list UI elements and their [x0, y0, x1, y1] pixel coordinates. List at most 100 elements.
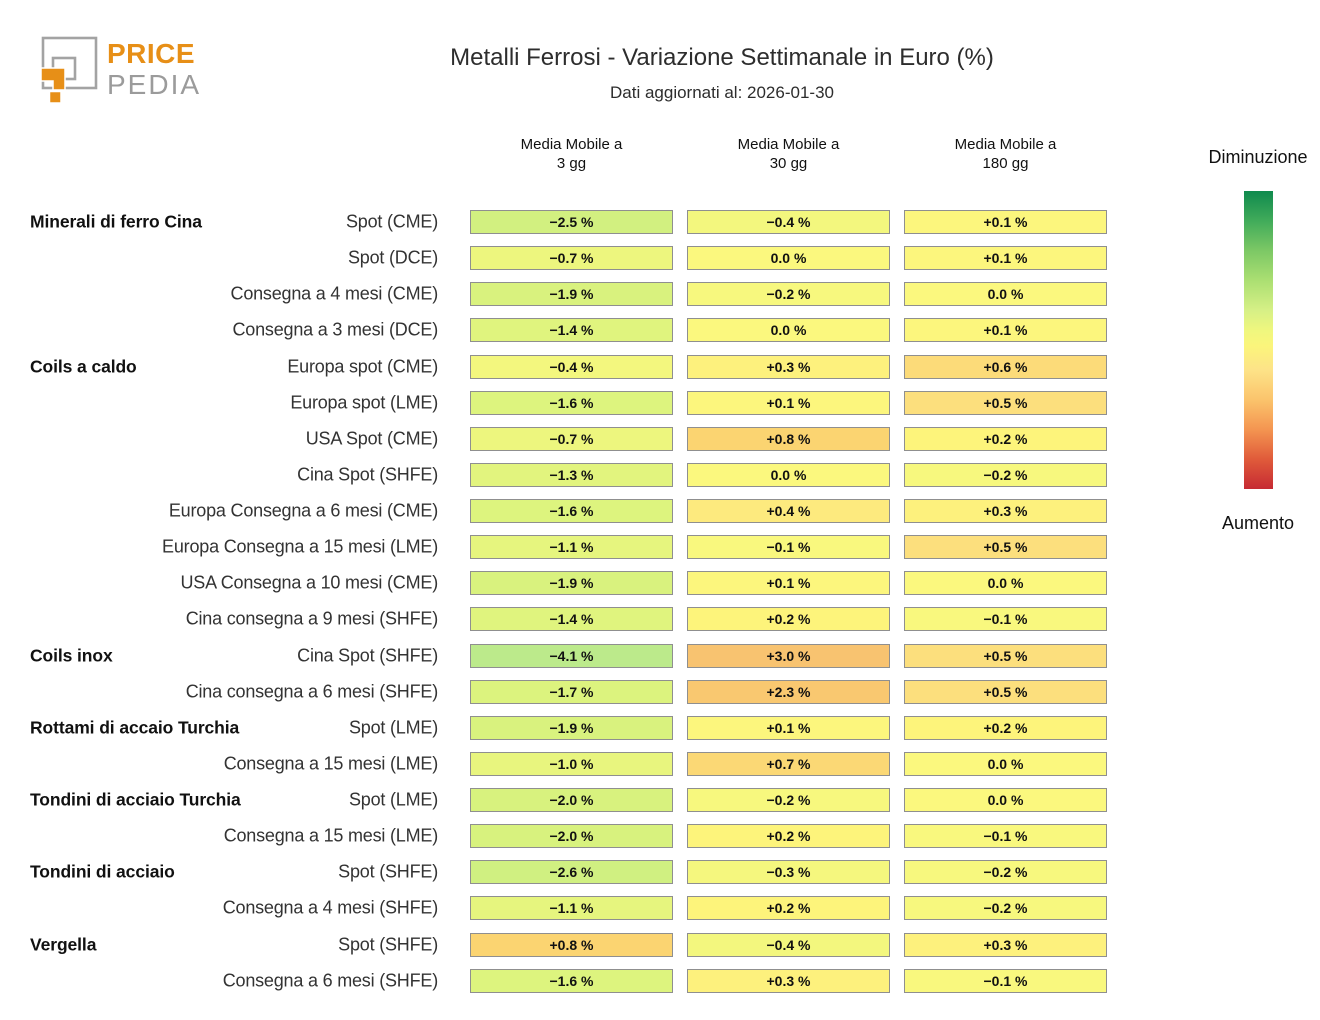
row-label-block: Consegna a 15 mesi (LME) — [30, 818, 439, 854]
row-label: Cina Spot (SHFE) — [297, 464, 438, 485]
table-row: USA Consegna a 10 mesi (CME) −1.9 % +0.1 %… — [30, 565, 1107, 601]
table-row: Vergella Spot (SHFE) +0.8 % −0.4 % +0.3 % — [30, 927, 1107, 963]
table-row: USA Spot (CME) −0.7 % +0.8 % +0.2 % — [30, 421, 1107, 457]
row-label: Spot (CME) — [345, 211, 438, 232]
row-label: USA Consegna a 10 mesi (CME) — [180, 572, 438, 593]
heatmap-rows: Minerali di ferro Cina Spot (CME) −2.5 % −0… — [30, 204, 1107, 999]
column-header-line2: 3 gg — [556, 155, 587, 172]
value-cell: −2.0 % — [470, 824, 673, 849]
value-cell: +0.1 % — [687, 571, 890, 596]
value-cell: −0.4 % — [687, 210, 890, 235]
value-cell: +0.1 % — [687, 715, 890, 740]
value-cell: +0.5 % — [904, 679, 1107, 704]
table-row: Minerali di ferro Cina Spot (CME) −2.5 % −0… — [30, 204, 1107, 240]
pricepedia-logo-icon — [40, 36, 98, 104]
value-cell: −0.1 % — [904, 824, 1107, 849]
row-label-block: Consegna a 4 mesi (CME) — [30, 276, 439, 312]
legend-bottom-label: Aumento — [1221, 513, 1295, 533]
value-cell: +0.3 % — [904, 932, 1107, 957]
table-row: Coils a caldo Europa spot (CME) −0.4 % +0.3… — [30, 349, 1107, 385]
value-cell: −1.6 % — [470, 390, 673, 415]
value-cell: 0.0 % — [904, 282, 1107, 307]
row-label-block: Tondini di acciaio Spot (SHFE) — [30, 854, 438, 890]
row-label: Spot (DCE) — [347, 247, 438, 268]
value-cell: −2.5 % — [470, 210, 673, 235]
row-label: Consegna a 6 mesi (SHFE) — [222, 970, 438, 991]
value-cell: −0.2 % — [904, 860, 1107, 885]
pricepedia-logo: PRICE PEDIA — [40, 36, 201, 108]
row-label-block: Cina consegna a 9 mesi (SHFE) — [30, 601, 439, 637]
table-row: Europa Consegna a 6 mesi (CME) −1.6 % +0.4… — [30, 493, 1107, 529]
row-label-block: Europa spot (LME) — [30, 385, 438, 421]
page-title: Metalli Ferrosi - Variazione Settimanale… — [450, 44, 994, 71]
table-row: Consegna a 4 mesi (SHFE) −1.1 % +0.2 % −0.2… — [30, 890, 1107, 926]
row-label: Europa Consegna a 6 mesi (CME) — [168, 500, 438, 521]
table-row: Consegna a 15 mesi (LME) −1.0 % +0.7 % 0.0 … — [30, 746, 1107, 782]
row-label: Europa spot (LME) — [290, 392, 438, 413]
table-row: Tondini di acciaio Turchia Spot (LME) −2.0… — [30, 782, 1107, 818]
category-label: Minerali di ferro Cina — [30, 211, 202, 232]
column-header-30gg: Media Mobile a 30 gg — [687, 135, 890, 173]
value-cell: −0.2 % — [904, 462, 1107, 487]
category-label: Tondini di acciaio Turchia — [30, 789, 241, 810]
row-label: Consegna a 4 mesi (SHFE) — [222, 897, 438, 918]
value-cell: +0.3 % — [687, 354, 890, 379]
value-cell: −0.2 % — [687, 788, 890, 813]
value-cell: −0.1 % — [904, 968, 1107, 993]
column-header-line1: Media Mobile a — [954, 136, 1057, 153]
row-label: Europa Consegna a 15 mesi (LME) — [162, 536, 438, 557]
value-cell: +2.3 % — [687, 679, 890, 704]
row-label: Cina consegna a 6 mesi (SHFE) — [185, 681, 439, 702]
table-row: Cina consegna a 6 mesi (SHFE) −1.7 % +2.3 … — [30, 674, 1107, 710]
column-header-line2: 180 gg — [982, 155, 1029, 172]
row-label-block: Coils inox Cina Spot (SHFE) — [30, 638, 438, 674]
value-cell: −0.7 % — [470, 426, 673, 451]
value-cell: +0.1 % — [904, 318, 1107, 343]
table-row: Coils inox Cina Spot (SHFE) −4.1 % +3.0 % +0… — [30, 638, 1107, 674]
table-row: Europa Consegna a 15 mesi (LME) −1.1 % −0.… — [30, 529, 1107, 565]
row-label: Spot (LME) — [348, 717, 438, 738]
row-label: Consegna a 3 mesi (DCE) — [232, 319, 439, 340]
row-label-block: Tondini di acciaio Turchia Spot (LME) — [30, 782, 438, 818]
row-label: Spot (SHFE) — [338, 934, 438, 955]
row-label: Consegna a 15 mesi (LME) — [223, 753, 439, 774]
value-cell: −0.2 % — [687, 282, 890, 307]
pricepedia-wordmark: PRICE PEDIA — [107, 38, 201, 100]
value-cell: 0.0 % — [904, 788, 1107, 813]
value-cell: +0.1 % — [904, 210, 1107, 235]
value-cell: +0.3 % — [687, 968, 890, 993]
value-cell: +0.2 % — [687, 896, 890, 921]
category-label: Tondini di acciaio — [30, 861, 175, 882]
column-headers: Media Mobile a 3 gg Media Mobile a 30 gg… — [30, 130, 1107, 178]
value-cell: −0.4 % — [470, 354, 673, 379]
value-cell: 0.0 % — [687, 318, 890, 343]
value-cell: +0.3 % — [904, 499, 1107, 524]
table-row: Consegna a 4 mesi (CME) −1.9 % −0.2 % 0.0 % — [30, 276, 1107, 312]
value-cell: −1.0 % — [470, 751, 673, 776]
value-cell: −1.9 % — [470, 282, 673, 307]
row-label-block: Coils a caldo Europa spot (CME) — [30, 349, 438, 385]
row-label-block: Cina Spot (SHFE) — [30, 457, 438, 493]
row-label: Spot (SHFE) — [338, 861, 438, 882]
row-label-block: Consegna a 4 mesi (SHFE) — [30, 890, 438, 926]
value-cell: 0.0 % — [687, 246, 890, 271]
category-label: Vergella — [30, 934, 97, 955]
row-label-block: Minerali di ferro Cina Spot (CME) — [30, 204, 438, 240]
value-cell: +0.1 % — [687, 390, 890, 415]
row-label-block: Rottami di accaio Turchia Spot (LME) — [30, 710, 438, 746]
row-label-block: Europa Consegna a 6 mesi (CME) — [30, 493, 438, 529]
value-cell: −0.1 % — [904, 607, 1107, 632]
page-subtitle: Dati aggiornati al: 2026-01-30 — [610, 83, 834, 102]
column-header-180gg: Media Mobile a 180 gg — [904, 135, 1107, 173]
value-cell: −1.4 % — [470, 607, 673, 632]
value-cell: −0.4 % — [687, 932, 890, 957]
row-label-block: Vergella Spot (SHFE) — [30, 927, 438, 963]
value-cell: 0.0 % — [904, 571, 1107, 596]
column-header-line2: 30 gg — [769, 155, 808, 172]
value-cell: −1.1 % — [470, 896, 673, 921]
value-cell: −2.0 % — [470, 788, 673, 813]
title-block: Metalli Ferrosi - Variazione Settimanale… — [124, 42, 1320, 103]
value-cell: −2.6 % — [470, 860, 673, 885]
value-cell: +0.6 % — [904, 354, 1107, 379]
value-cell: +0.2 % — [687, 824, 890, 849]
